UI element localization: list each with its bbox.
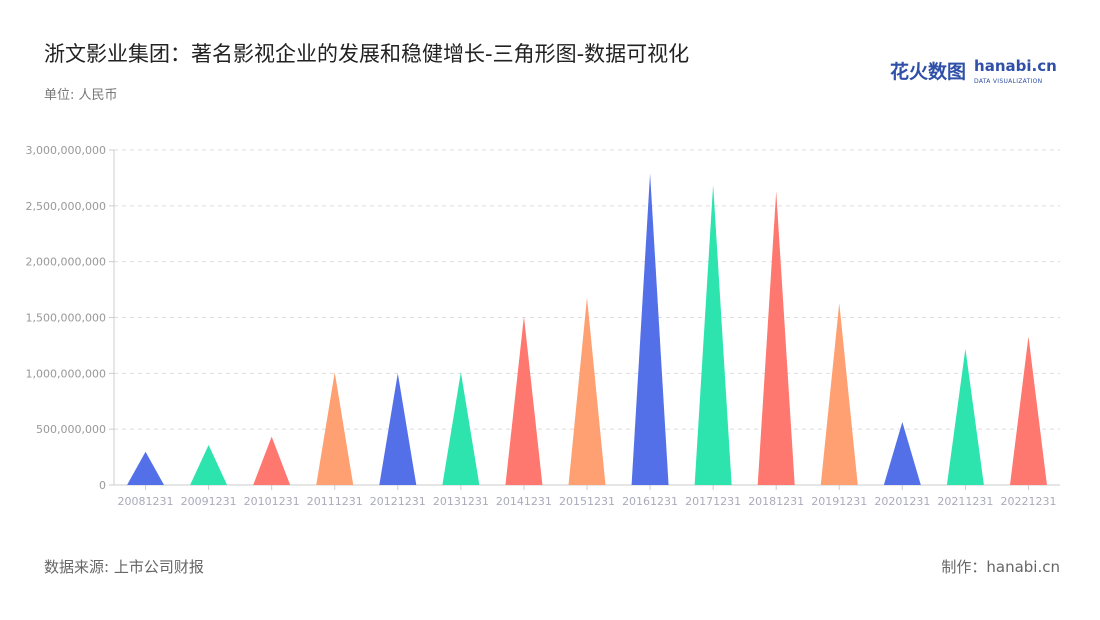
y-tick-label: 1,000,000,000 <box>26 367 106 380</box>
triangle-bar <box>820 302 858 485</box>
x-tick-label: 20151231 <box>559 495 615 508</box>
logo-en: hanabi.cn <box>974 57 1057 75</box>
triangle-bar <box>316 372 354 485</box>
x-tick-label: 20171231 <box>685 495 741 508</box>
triangle-bar <box>253 436 291 485</box>
y-tick-label: 2,000,000,000 <box>26 256 106 269</box>
y-tick-label: 2,500,000,000 <box>26 200 106 213</box>
triangle-bar <box>946 348 984 485</box>
x-tick-label: 20091231 <box>181 495 237 508</box>
logo-cn: 花火数图 <box>890 61 967 83</box>
triangle-bar <box>694 184 732 485</box>
x-tick-label: 20181231 <box>748 495 804 508</box>
data-source: 数据来源: 上市公司财报 <box>44 558 204 576</box>
hanabi-logo: 花火数图 hanabi.cn DATA VISUALIZATION <box>890 58 1057 86</box>
y-tick-label: 1,500,000,000 <box>26 312 106 325</box>
x-tick-label: 20211231 <box>937 495 993 508</box>
x-tick-label: 20141231 <box>496 495 552 508</box>
logo-tagline: DATA VISUALIZATION <box>974 78 1043 85</box>
x-tick-label: 20101231 <box>244 495 300 508</box>
x-tick-label: 20131231 <box>433 495 489 508</box>
x-tick-label: 20081231 <box>118 495 174 508</box>
x-tick-label: 20121231 <box>370 495 426 508</box>
triangle-bar <box>631 173 669 485</box>
triangle-bar <box>127 451 165 485</box>
triangle-bar <box>1009 336 1047 485</box>
triangle-bar <box>883 422 921 485</box>
chart-title: 浙文影业集团：著名影视企业的发展和稳健增长-三角形图-数据可视化 <box>44 42 690 66</box>
maker-credit: 制作：hanabi.cn <box>941 558 1060 576</box>
x-tick-label: 20221231 <box>1000 495 1056 508</box>
triangle-bar <box>757 191 795 486</box>
triangle-bar <box>442 372 480 485</box>
y-tick-label: 0 <box>99 479 106 492</box>
triangle-bar <box>568 297 606 485</box>
unit-label: 单位: 人民币 <box>44 88 118 103</box>
x-tick-label: 20111231 <box>307 495 363 508</box>
triangle-bar <box>379 373 417 485</box>
triangle-bar <box>505 316 543 485</box>
x-tick-label: 20161231 <box>622 495 678 508</box>
y-tick-label: 500,000,000 <box>36 423 106 436</box>
x-tick-label: 20201231 <box>874 495 930 508</box>
x-tick-label: 20191231 <box>811 495 867 508</box>
triangle-bar <box>190 445 228 485</box>
y-tick-label: 3,000,000,000 <box>26 144 106 157</box>
logo-en-group: hanabi.cn DATA VISUALIZATION <box>974 58 1057 86</box>
